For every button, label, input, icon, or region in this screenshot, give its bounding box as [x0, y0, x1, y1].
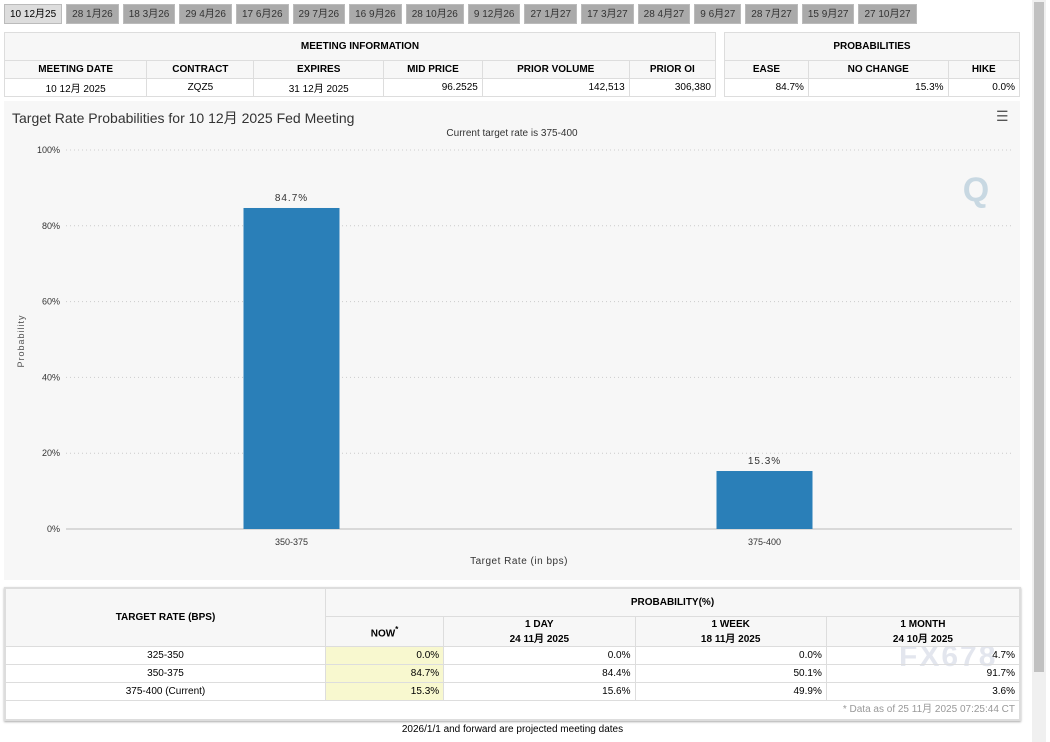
- table-row: 350-375 84.7% 84.4% 50.1% 91.7%: [5, 664, 1021, 683]
- meeting-tabs: 10 12月25 28 1月26 18 3月26 29 4月26 17 6月26 29 7…: [4, 4, 917, 24]
- bar-chart: 0% 20% 40% 60% 80% 100% 84.7% 350-375 15.3% 375-4…: [16, 145, 1012, 567]
- probability-cell: 0.0%: [634, 646, 827, 665]
- meeting-info-value: 31 12月 2025: [253, 78, 385, 97]
- meeting-info-value: 306,380: [628, 78, 717, 97]
- data-label: 15.3%: [748, 456, 781, 467]
- y-tick-label: 80%: [42, 221, 60, 231]
- meeting-tab[interactable]: 15 9月27: [801, 4, 855, 24]
- meeting-tab[interactable]: 28 7月27: [745, 4, 798, 24]
- period-date: 24 11月 2025: [509, 633, 570, 645]
- probability-cell: 49.9%: [634, 682, 827, 701]
- chart-title: Target Rate Probabilities for 10 12月 202…: [12, 110, 355, 126]
- period-label: 1 MONTH: [900, 618, 946, 630]
- rate-cell: 350-375: [5, 664, 326, 683]
- chart-menu-icon[interactable]: ☰: [996, 108, 1009, 124]
- x-tick-label: 350-375: [275, 537, 308, 547]
- table-row: 325-350 0.0% 0.0% 0.0% 4.7%: [5, 646, 1021, 665]
- lower-section: TARGET RATE (BPS) PROBABILITY(%) NOW* 1 D…: [4, 587, 1025, 735]
- probability-cell: 3.6%: [825, 682, 1021, 701]
- meeting-tab[interactable]: 18 3月26: [122, 4, 176, 24]
- meeting-tab[interactable]: 9 6月27: [694, 4, 742, 24]
- meeting-info-header: EXPIRES: [253, 60, 385, 79]
- scrollbar-thumb[interactable]: [1034, 2, 1044, 672]
- period-date: 18 11月 2025: [700, 633, 761, 645]
- probabilities-value: 15.3%: [807, 78, 949, 97]
- y-tick-label: 20%: [42, 448, 60, 458]
- rate-cell: 375-400 (Current): [5, 682, 326, 701]
- meeting-tab[interactable]: 27 10月27: [858, 4, 917, 24]
- meeting-tab[interactable]: 28 1月26: [66, 4, 119, 24]
- meeting-info-value: 142,513: [481, 78, 630, 97]
- y-tick-label: 60%: [42, 297, 60, 307]
- meeting-info-header: PRIOR OI: [628, 60, 717, 79]
- probability-cell: 84.4%: [443, 664, 636, 683]
- data-label: 84.7%: [275, 193, 308, 204]
- meeting-tab[interactable]: 17 6月26: [235, 4, 289, 24]
- data-timestamp-note: * Data as of 25 11月 2025 07:25:44 CT: [5, 700, 1020, 720]
- probability-cell: 4.7%: [825, 646, 1021, 665]
- meeting-tab[interactable]: 28 4月27: [637, 4, 691, 24]
- probability-cell: 0.0%: [324, 646, 445, 665]
- period-label: NOW: [370, 628, 396, 640]
- meeting-info-header: MEETING DATE: [3, 60, 148, 79]
- y-tick-label: 0%: [47, 524, 60, 534]
- y-tick-label: 100%: [37, 145, 60, 155]
- probabilities-header: NO CHANGE: [807, 60, 949, 79]
- meeting-tab[interactable]: 9 12月26: [467, 4, 521, 24]
- probabilities-title: PROBABILITIES: [724, 32, 1020, 61]
- x-axis-label: Target Rate (in bps): [470, 556, 568, 567]
- period-header: 1 MONTH 24 10月 2025: [825, 616, 1021, 647]
- q-logo-icon: Q: [963, 171, 989, 209]
- probability-cell: 50.1%: [634, 664, 827, 683]
- y-axis-label: Probability: [16, 314, 26, 367]
- period-date: 24 10月 2025: [892, 633, 953, 645]
- probability-cell: 84.7%: [324, 664, 445, 683]
- meeting-info-value: 10 12月 2025: [3, 78, 148, 97]
- probabilities-table: PROBABILITIES EASE NO CHANGE HIKE 84.7% 15.3…: [724, 32, 1021, 97]
- meeting-info-header: CONTRACT: [146, 60, 255, 79]
- footer-note: 2026/1/1 and forward are projected meeti…: [401, 724, 624, 735]
- probabilities-value: 84.7%: [724, 78, 809, 97]
- meeting-info-value: 96.2525: [383, 78, 483, 97]
- period-label: 1 DAY: [525, 618, 554, 630]
- target-rate-header: TARGET RATE (BPS): [5, 588, 326, 647]
- meeting-tab[interactable]: 28 10月26: [405, 4, 464, 24]
- scrollbar[interactable]: [1032, 0, 1046, 742]
- meeting-tab[interactable]: 29 7月26: [292, 4, 346, 24]
- probabilities-header: EASE: [724, 60, 809, 79]
- y-tick-label: 40%: [42, 372, 60, 382]
- meeting-information-table: MEETING INFORMATION MEETING DATE CONTRACT…: [3, 32, 717, 97]
- meeting-info-value: ZQZ5: [146, 78, 255, 97]
- period-header: NOW*: [324, 616, 445, 647]
- meeting-info-title: MEETING INFORMATION: [4, 32, 716, 61]
- bar: [243, 207, 340, 529]
- probabilities-value: 0.0%: [947, 78, 1021, 97]
- meeting-tab[interactable]: 10 12月25: [4, 4, 63, 24]
- period-header: 1 WEEK 18 11月 2025: [634, 616, 827, 647]
- table-row: 375-400 (Current) 15.3% 15.6% 49.9% 3.6%: [5, 682, 1021, 701]
- probability-cell: 15.3%: [324, 682, 445, 701]
- probability-cell: 15.6%: [443, 682, 636, 701]
- meeting-info-header: PRIOR VOLUME: [481, 60, 630, 79]
- meeting-tab[interactable]: 16 9月26: [349, 4, 402, 24]
- meeting-tab[interactable]: 17 3月27: [581, 4, 634, 24]
- probability-header: PROBABILITY(%): [325, 588, 1020, 617]
- x-tick-label: 375-400: [748, 537, 781, 547]
- probabilities-header: HIKE: [947, 60, 1021, 79]
- chart-subtitle: Current target rate is 375-400: [446, 128, 578, 139]
- chart-panel: Target Rate Probabilities for 10 12月 202…: [4, 101, 1020, 673]
- meeting-tab[interactable]: 27 1月27: [524, 4, 578, 24]
- now-asterisk: *: [395, 623, 399, 634]
- probability-cell: 91.7%: [825, 664, 1021, 683]
- rate-cell: 325-350: [5, 646, 326, 665]
- bar: [716, 471, 813, 529]
- meeting-info-header: MID PRICE: [383, 60, 483, 79]
- period-label: 1 WEEK: [711, 618, 750, 630]
- probability-cell: 0.0%: [443, 646, 636, 665]
- period-header: 1 DAY 24 11月 2025: [443, 616, 636, 647]
- target-rate-table: TARGET RATE (BPS) PROBABILITY(%) NOW* 1 D…: [4, 587, 1021, 721]
- meeting-tab[interactable]: 29 4月26: [179, 4, 232, 24]
